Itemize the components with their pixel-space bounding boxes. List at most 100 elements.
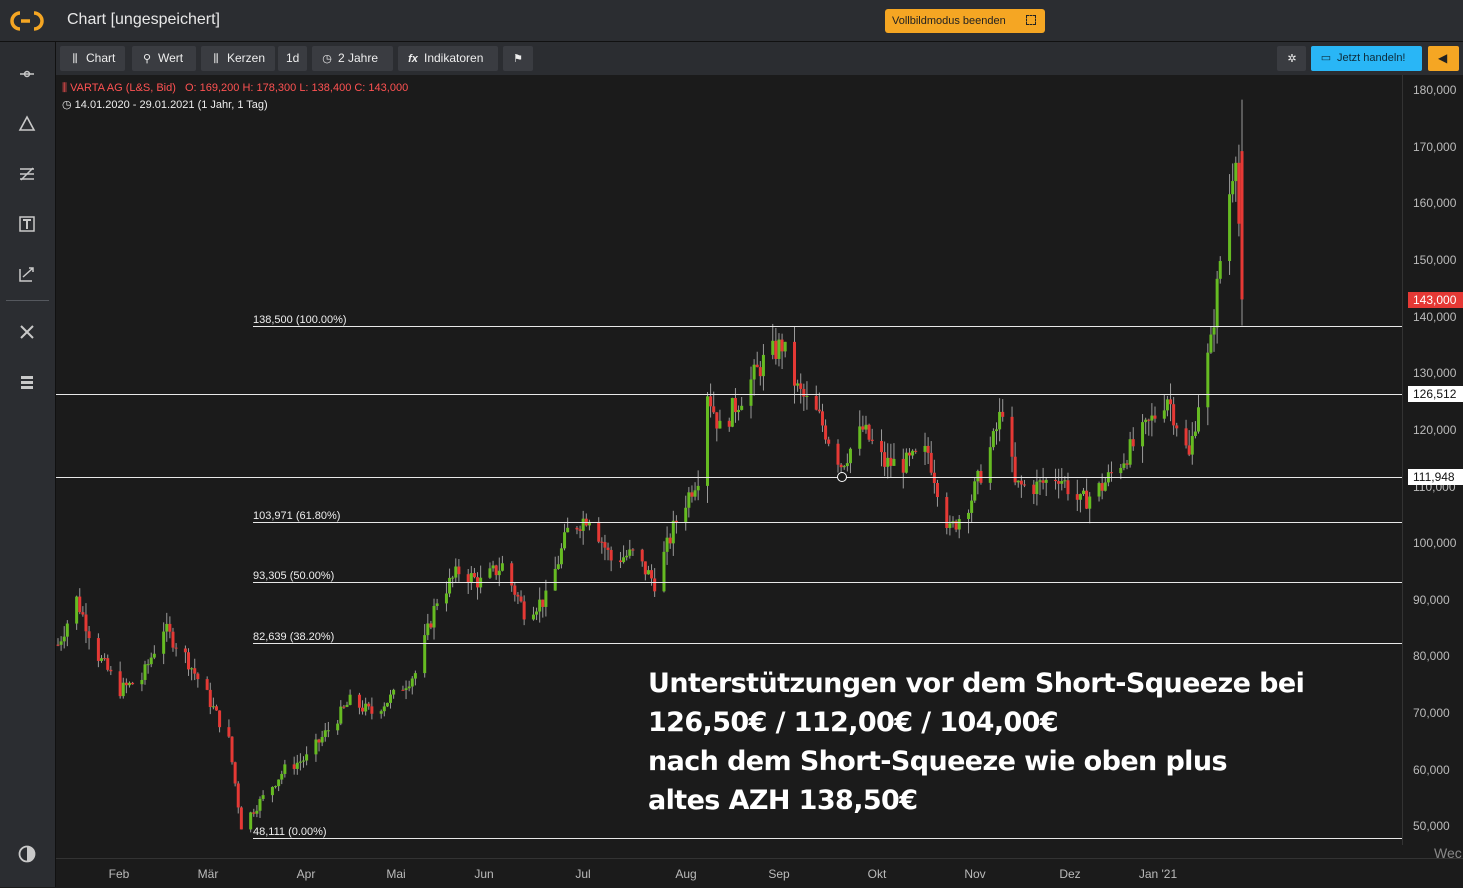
candles-layer [56, 99, 1244, 833]
candle-body [432, 606, 436, 628]
candle-body [280, 773, 284, 780]
candle-body [640, 549, 644, 562]
candle-body [575, 527, 579, 530]
interval-label: 1d [286, 51, 300, 65]
candle-body [65, 623, 69, 637]
instrument-name: VARTA AG (L&S, Bid) [70, 82, 176, 94]
kerzen-label: Kerzen [227, 51, 266, 65]
candle-body [973, 481, 977, 501]
candle-body [827, 439, 831, 444]
candle-body [513, 585, 517, 595]
range-button[interactable]: ◷ 2 Jahre [312, 46, 393, 71]
candle-body [1150, 415, 1154, 421]
trade-button[interactable]: ▭ Jetzt handeln! [1311, 46, 1422, 71]
candle-body [258, 798, 262, 811]
fib-line-100[interactable] [253, 326, 1402, 327]
candle-body [597, 521, 601, 542]
candle-body [1013, 456, 1017, 483]
candle-body [531, 614, 535, 620]
crosshair-icon[interactable] [14, 61, 40, 87]
candle-body [817, 409, 821, 412]
fib-line-0[interactable] [253, 838, 1402, 839]
candle-body [755, 364, 759, 368]
y-tick: 140,000 [1413, 310, 1457, 324]
bookmark-icon: ⚑ [513, 53, 523, 65]
lines-icon[interactable] [14, 161, 40, 187]
list-icon[interactable] [14, 369, 40, 395]
candle-body [668, 537, 672, 544]
candle-body [606, 547, 610, 550]
candle-body [1038, 480, 1042, 482]
x-tick: Okt [867, 867, 887, 881]
candle-body [609, 549, 613, 561]
candle-body [733, 398, 737, 413]
candle-body [618, 560, 622, 563]
candle-body [1231, 181, 1235, 195]
candle-body [861, 426, 865, 430]
candle-body [687, 492, 691, 508]
candles-icon: ⫼ [213, 53, 219, 65]
bookmark-button[interactable]: ⚑ [503, 46, 533, 71]
candle-body [218, 710, 222, 728]
annotation-text[interactable]: Unterstützungen vor dem Short-Squeeze be… [648, 664, 1305, 820]
chart-canvas[interactable] [56, 75, 1402, 858]
collapse-panel-button[interactable]: ◀ [1428, 46, 1459, 71]
candle-body [587, 521, 591, 526]
candle-body [867, 424, 871, 440]
candle-body [500, 563, 504, 571]
x-tick: Feb [108, 867, 130, 881]
exit-fullscreen-button[interactable]: Vollbildmodus beenden [885, 9, 1045, 33]
candle-body [1187, 445, 1191, 455]
candle-body [730, 398, 734, 427]
text-icon[interactable] [14, 211, 40, 237]
chart-button[interactable]: ⫼ Chart [60, 46, 125, 71]
candle-body [174, 647, 178, 649]
support-line-112[interactable] [56, 477, 1402, 478]
candle-body [1131, 439, 1135, 447]
kerzen-button[interactable]: ⫼ Kerzen [201, 46, 275, 71]
candle-body [208, 689, 212, 708]
candle-body [839, 464, 843, 468]
support-line-126[interactable] [56, 394, 1402, 395]
sidebar-divider [6, 300, 49, 301]
time-axis[interactable]: Feb Mär Apr Mai Jun Jul Aug Sep Okt Nov … [56, 858, 1463, 888]
candle-body [988, 447, 992, 483]
wert-button[interactable]: ⚲ Wert [132, 46, 196, 71]
fib-line-618[interactable] [253, 522, 1402, 523]
candle-body [323, 730, 327, 737]
indicators-button[interactable]: fx Indikatoren [398, 46, 498, 71]
candle-body [1128, 439, 1132, 465]
candle-body [488, 568, 492, 578]
contrast-icon[interactable] [14, 841, 40, 867]
triangle-icon[interactable] [14, 111, 40, 137]
candle-body [283, 764, 287, 774]
line-handle[interactable] [837, 472, 847, 482]
candle-body [814, 395, 818, 410]
candle-body [1075, 494, 1079, 500]
trend-icon[interactable] [14, 261, 40, 287]
candle-body [171, 631, 175, 648]
candle-body [370, 706, 374, 714]
candle-body [382, 706, 386, 712]
interval-button[interactable]: 1d [278, 46, 307, 71]
fib-line-382[interactable] [253, 643, 1402, 644]
candle-body [401, 689, 405, 691]
candle-body [991, 431, 995, 448]
candle-body [435, 603, 439, 607]
fib-line-50[interactable] [253, 582, 1402, 583]
settings-sparkle-button[interactable]: ✲ [1277, 46, 1306, 71]
candle-body [1100, 483, 1104, 491]
candle-body [1044, 479, 1048, 483]
candle-body [187, 652, 191, 670]
candle-body [87, 631, 91, 639]
candle-body [603, 542, 607, 548]
instrument-info: ⫼ VARTA AG (L&S, Bid) O: 169,200 H: 178,… [62, 82, 408, 95]
candle-body [864, 424, 868, 430]
logo-icon [10, 11, 44, 31]
candle-body [886, 457, 890, 467]
tools-icon[interactable] [14, 319, 40, 345]
candle-body [643, 561, 647, 575]
candle-body [563, 532, 567, 549]
price-axis[interactable]: 180,000 170,000 160,000 150,000 140,000 … [1402, 75, 1463, 845]
candle-body [59, 641, 63, 645]
